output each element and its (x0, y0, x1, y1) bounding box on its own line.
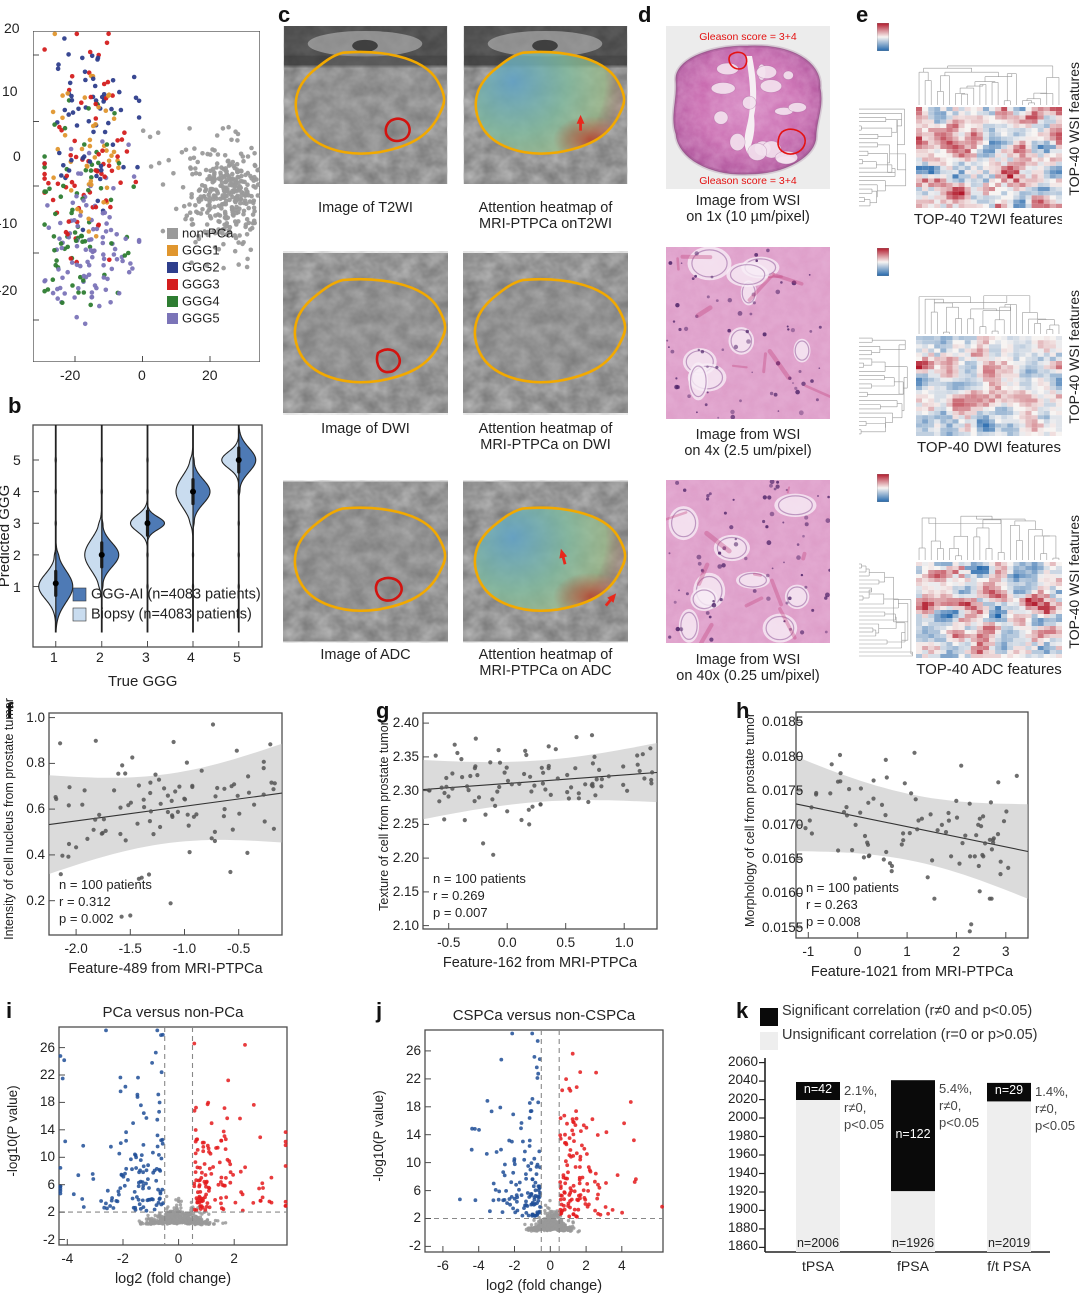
svg-text:Biopsy (n=4083 patients): Biopsy (n=4083 patients) (91, 607, 252, 623)
svg-text:n = 100 patients: n = 100 patients (433, 871, 526, 886)
svg-text:TOP-40 DWI features: TOP-40 DWI features (917, 439, 1061, 456)
svg-text:Gleason score = 3+4: Gleason score = 3+4 (699, 175, 797, 187)
svg-text:GGG3: GGG3 (182, 277, 220, 292)
svg-text:n = 100 patients: n = 100 patients (59, 877, 152, 892)
svg-text:TOP-40 ADC features: TOP-40 ADC features (916, 661, 1062, 678)
svg-text:PCa versus non-PCa: PCa versus non-PCa (103, 1004, 245, 1021)
svg-text:CSPCa versus non-CSPCa: CSPCa versus non-CSPCa (453, 1007, 636, 1024)
svg-text:GGG1: GGG1 (182, 243, 220, 258)
svg-text:GGG-AI (n=4083 patients): GGG-AI (n=4083 patients) (91, 587, 261, 603)
svg-text:GGG5: GGG5 (182, 311, 220, 326)
svg-text:r = 0.269: r = 0.269 (433, 888, 485, 903)
svg-text:r = 0.312: r = 0.312 (59, 894, 111, 909)
svg-text:GGG2: GGG2 (182, 260, 220, 275)
svg-text:n = 100 patients: n = 100 patients (806, 880, 899, 895)
svg-text:TOP-40 T2WI features: TOP-40 T2WI features (914, 211, 1062, 228)
svg-text:non-PCa: non-PCa (182, 226, 234, 241)
svg-text:Gleason score = 3+4: Gleason score = 3+4 (699, 31, 797, 43)
svg-text:p = 0.008: p = 0.008 (806, 914, 861, 929)
svg-text:r = 0.263: r = 0.263 (806, 897, 858, 912)
svg-text:p = 0.002: p = 0.002 (59, 911, 114, 926)
svg-text:GGG4: GGG4 (182, 294, 220, 309)
svg-text:p = 0.007: p = 0.007 (433, 905, 488, 920)
